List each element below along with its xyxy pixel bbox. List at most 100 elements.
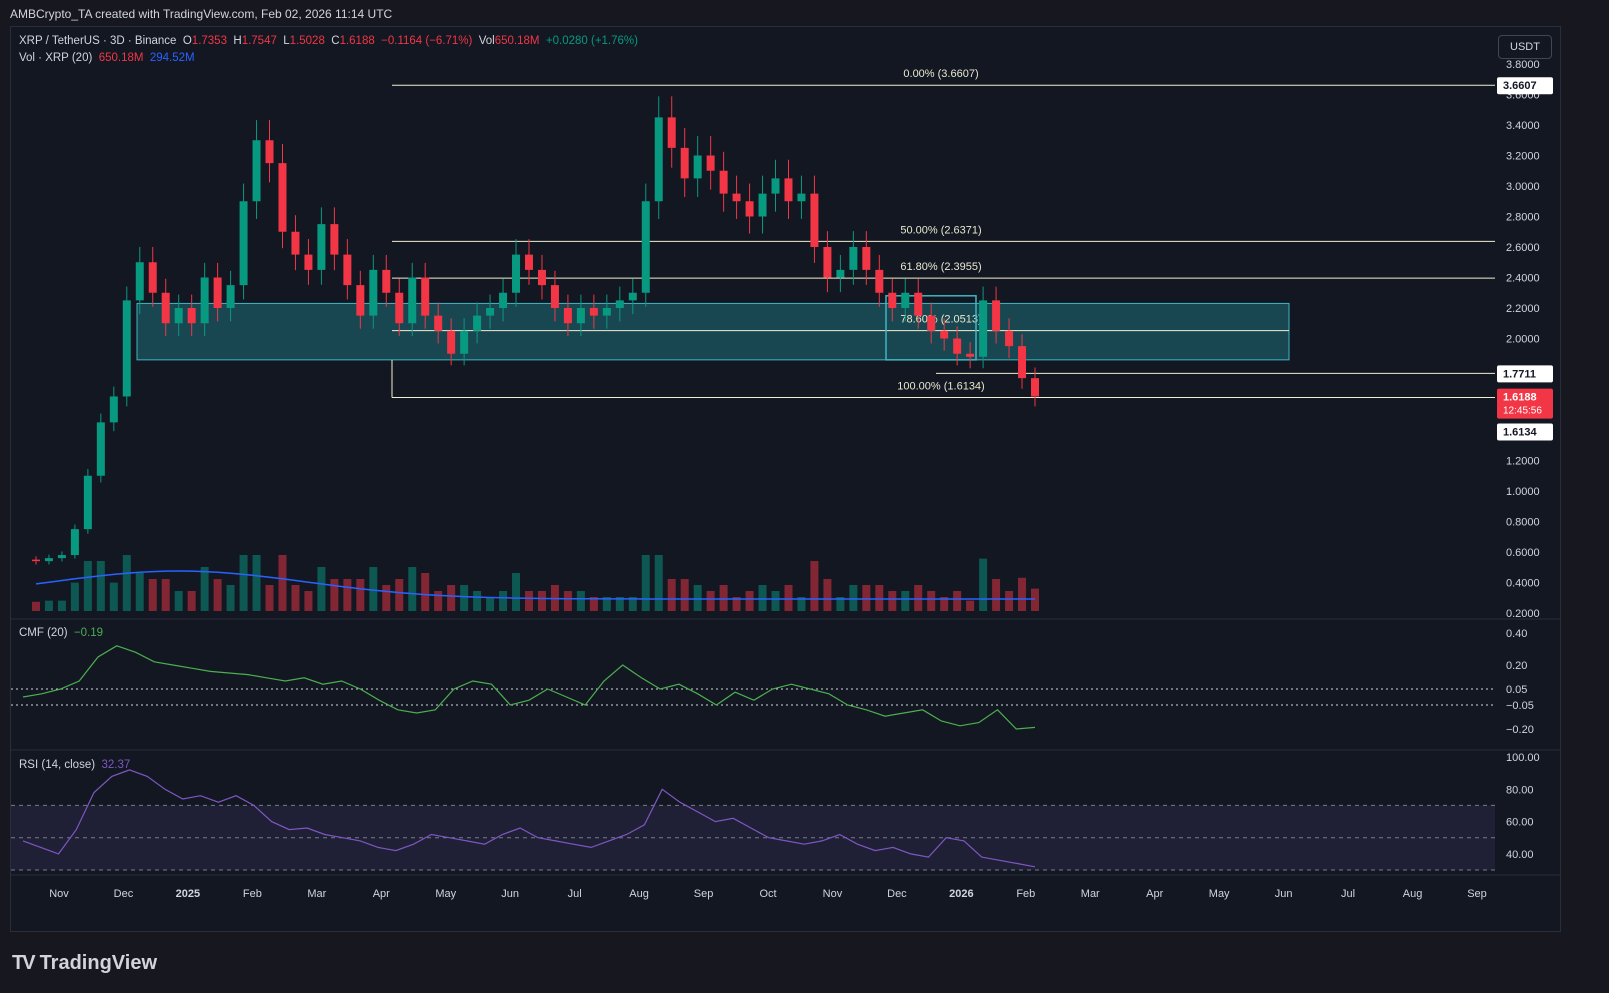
candle-body (421, 277, 430, 316)
volume-bar (615, 597, 624, 611)
volume-bar (499, 591, 508, 611)
volume-bar (239, 555, 248, 611)
volume-bar (473, 591, 482, 611)
price-tick-label: 2.8000 (1506, 212, 1540, 224)
candle-body (148, 262, 157, 293)
time-tick-label: Feb (1016, 888, 1035, 900)
volume-bar (992, 579, 1001, 611)
time-tick-label: Jul (568, 888, 582, 900)
candle-body (602, 308, 611, 316)
price-tick-label: 1.0000 (1506, 486, 1540, 498)
cmf-label[interactable]: CMF (20) (19, 627, 68, 639)
candle-body (641, 201, 650, 293)
vol-change: +0.0280 (+1.76%) (545, 35, 638, 47)
close-label: C (331, 35, 340, 47)
price-tag-top: 3.6607 (1497, 77, 1553, 95)
volume-bar (953, 591, 962, 611)
fib-level-label: 0.00% (3.6607) (903, 68, 978, 80)
price-tag-level: 1.7711 (1497, 365, 1553, 383)
price-tag-current-countdown: 12:45:56 (1503, 406, 1542, 417)
tradingview-logo-icon: TV (12, 952, 36, 974)
volume-ma-line (35, 570, 1035, 600)
candle-body (667, 117, 676, 148)
consolidation-box (885, 295, 977, 361)
candle-body (486, 308, 495, 316)
price-tick-label: 3.2000 (1506, 151, 1540, 163)
time-tick-label: Aug (1403, 888, 1423, 900)
candle-body (330, 224, 339, 255)
volume-bar (369, 567, 378, 611)
time-tick-label: Sep (1467, 888, 1487, 900)
rsi-panel: 100.00 80.00 60.00 40.00 (11, 752, 1540, 871)
price-tick-label: 1.2000 (1506, 456, 1540, 468)
fib-level-label: 78.60% (2.0513) (900, 314, 981, 326)
candle-body (317, 224, 326, 270)
symbol-name[interactable]: XRP / TetherUS · 3D · Binance (19, 35, 177, 47)
low-label: L (283, 35, 290, 47)
volume-bar (161, 579, 170, 611)
chart-frame[interactable]: 3.8000 3.6000 3.4000 3.2000 3.0000 2.8000 2.60… (10, 26, 1561, 932)
time-tick-label: 2025 (176, 888, 200, 900)
time-tick-label: May (1209, 888, 1230, 900)
attribution-header: AMBCrypto_TA created with TradingView.co… (10, 7, 393, 21)
candle-body (628, 292, 637, 301)
chart-canvas[interactable]: 3.80003.60003.40003.20003.00002.80002.60… (11, 27, 1560, 931)
candle-body (797, 193, 806, 202)
time-tick-label: Mar (307, 888, 326, 900)
volume-bar (1005, 591, 1014, 611)
candle-body (940, 330, 949, 339)
time-tick-label: Nov (49, 888, 69, 900)
volume-bar (797, 597, 806, 611)
price-tag-low-label: 1.6134 (1503, 427, 1538, 439)
volume-bar (823, 579, 832, 611)
cmf-value: −0.19 (73, 627, 104, 639)
volume-indicator-label[interactable]: Vol · XRP (20) (19, 52, 93, 64)
rsi-legend: RSI (14, close) 32.37 (19, 759, 130, 771)
tradingview-brand[interactable]: TV TradingView (12, 952, 157, 975)
price-tag-current-label: 1.6188 (1503, 392, 1537, 404)
currency-button[interactable]: USDT (1498, 35, 1552, 59)
volume-bar (966, 600, 975, 611)
time-tick-label: Jun (501, 888, 519, 900)
fib-level-label: 50.00% (2.6371) (900, 224, 981, 236)
volume-bar (745, 591, 754, 611)
volume-bar (304, 591, 313, 611)
price-tick-label: 3.0000 (1506, 181, 1540, 193)
candle-body (395, 292, 404, 324)
candle-body (304, 254, 313, 270)
change-value: −0.1164 (−6.71%) (381, 35, 473, 47)
candle-body (83, 475, 92, 530)
volume-bar (979, 558, 988, 611)
candle-body (771, 178, 780, 194)
volume-bar (667, 579, 676, 611)
time-tick-label: Dec (887, 888, 907, 900)
candle-body (44, 558, 53, 562)
rsi-label[interactable]: RSI (14, close) (19, 759, 96, 771)
volume-bar (771, 591, 780, 611)
price-tag-level-label: 1.7711 (1503, 368, 1536, 380)
candle-body (239, 201, 248, 286)
price-tick-label: 2.0000 (1506, 334, 1540, 346)
volume-bar (265, 585, 274, 611)
candle-body (70, 529, 79, 556)
fibonacci-retracement: 0.00% (3.6607) 50.00% (2.6371) 61.80% (2.3… (391, 68, 1495, 398)
candle-body (1031, 378, 1039, 397)
cmf-legend: CMF (20) −0.19 (19, 627, 103, 639)
volume-bar (122, 555, 131, 611)
fib-level-label: 61.80% (2.3955) (900, 261, 981, 273)
candle-body (291, 231, 300, 255)
candle-body (57, 555, 66, 559)
high-label: H (233, 35, 242, 47)
candle-body (31, 559, 40, 562)
candle-body (473, 315, 482, 331)
candle-body (122, 300, 131, 397)
brand-name: TradingView (39, 952, 158, 974)
volume-bar (1018, 577, 1027, 611)
volume-bar (174, 591, 183, 611)
candle-body (187, 308, 196, 324)
candle-body (693, 155, 702, 179)
rsi-tick-label: 60.00 (1506, 817, 1534, 829)
candle-body (914, 292, 923, 316)
fib-level-label: 100.00% (1.6134) (897, 380, 984, 392)
candle-body (460, 330, 469, 354)
